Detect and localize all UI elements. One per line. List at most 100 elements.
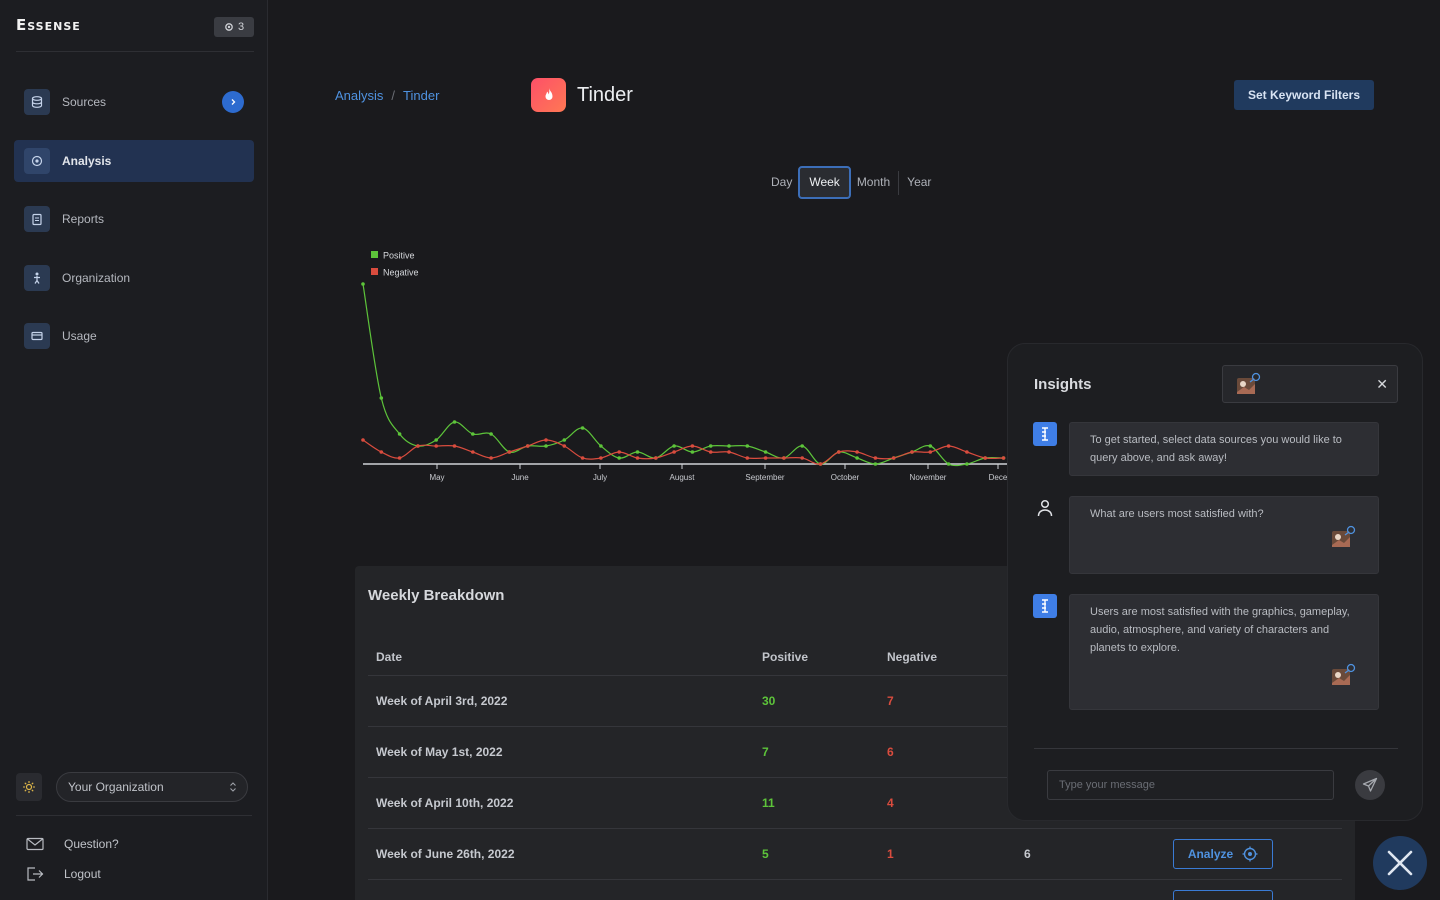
logout-icon (27, 867, 44, 881)
analyze-button[interactable]: Analyze (1173, 839, 1273, 869)
theme-toggle[interactable] (16, 773, 42, 801)
cell-negative: 1 (887, 847, 894, 861)
period-month[interactable]: Month (856, 175, 891, 189)
legend-swatch-positive (371, 251, 378, 258)
data-point-negative (416, 444, 420, 448)
period-toggle: Day Week Month Year (765, 166, 937, 199)
insights-source-selector[interactable]: ✕ (1222, 365, 1398, 403)
cell-negative: 6 (887, 745, 894, 759)
send-button[interactable] (1355, 770, 1385, 800)
cell-date: Week of April 3rd, 2022 (376, 694, 508, 708)
data-point-negative (983, 456, 987, 460)
data-point-negative (965, 450, 969, 454)
data-point-positive (434, 438, 438, 442)
breadcrumb-root[interactable]: Analysis (335, 88, 384, 103)
source-thumbnail-icon (1330, 525, 1356, 549)
breadcrumb-current[interactable]: Tinder (403, 88, 440, 103)
chat-message-bot: To get started, select data sources you … (1069, 422, 1379, 476)
target-icon (24, 148, 50, 174)
data-point-positive (397, 432, 402, 436)
logout-link[interactable]: Logout (26, 864, 101, 884)
sidebar: Essense 3 Sources Analysis Reports Organ… (0, 0, 268, 900)
table-row (368, 879, 1342, 900)
source-thumbnail-icon (1330, 663, 1356, 687)
data-point-positive (965, 462, 969, 466)
chat-message-user: What are users most satisfied with? (1069, 496, 1379, 574)
badge-count: 3 (237, 21, 245, 33)
data-point-negative (1001, 456, 1006, 460)
data-point-positive (617, 456, 621, 460)
data-point-negative (562, 444, 567, 448)
data-point-negative (672, 450, 676, 454)
set-keyword-filters-button[interactable]: Set Keyword Filters (1234, 80, 1374, 110)
sidebar-item-label: Usage (62, 329, 97, 343)
cell-negative: 4 (887, 796, 894, 810)
brand-logo[interactable]: Essense (16, 16, 81, 34)
cell-positive: 30 (762, 694, 776, 708)
close-insights-button[interactable] (1373, 836, 1427, 890)
user-avatar-icon (1033, 496, 1057, 520)
cell-date: Week of April 10th, 2022 (376, 796, 514, 810)
data-point-negative (745, 456, 750, 460)
data-point-negative (507, 450, 512, 454)
panel-title: Weekly Breakdown (368, 587, 505, 604)
period-day[interactable]: Day (771, 175, 793, 189)
period-year[interactable]: Year (907, 175, 932, 189)
sidebar-item-organization[interactable]: Organization (14, 257, 254, 299)
data-point-negative (471, 450, 475, 454)
data-point-positive (946, 462, 951, 466)
column-header-negative: Negative (887, 650, 938, 664)
data-point-negative (599, 456, 603, 460)
data-point-negative (873, 456, 878, 460)
data-point-positive (379, 396, 384, 400)
legend-swatch-negative (371, 268, 378, 275)
sidebar-item-usage[interactable]: Usage (14, 315, 254, 357)
sentiment-line-chart: May June July August September October Novembe… (361, 251, 1010, 482)
data-point-positive (672, 444, 676, 448)
essense-bot-avatar (1033, 422, 1057, 446)
x-tick-label: August (670, 473, 696, 482)
logo-row: Essense 3 (16, 14, 254, 52)
breadcrumb: Analysis / Tinder (335, 88, 439, 103)
data-point-negative (452, 444, 457, 448)
chevron-right-icon[interactable] (222, 91, 244, 113)
insights-title: Insights (1034, 376, 1092, 393)
page-title: Tinder (531, 78, 633, 112)
data-point-positive (873, 462, 878, 466)
data-point-positive (763, 450, 768, 454)
source-thumbnail-icon (1235, 372, 1261, 396)
sidebar-item-label: Analysis (62, 154, 112, 168)
person-icon (24, 265, 50, 291)
insights-panel: Insights ✕ To get started, select data s… (1007, 343, 1423, 821)
data-point-negative (727, 450, 731, 454)
table-row: Week of May 1st, 2022 7 6 (368, 726, 1342, 777)
sidebar-item-label: Reports (62, 212, 105, 226)
data-point-negative (489, 456, 493, 460)
analyze-button[interactable] (1173, 890, 1273, 900)
settings-badge[interactable]: 3 (214, 17, 254, 37)
sidebar-divider (16, 815, 252, 816)
cell-positive: 7 (762, 745, 769, 759)
close-icon[interactable]: ✕ (1376, 376, 1388, 392)
data-point-negative (434, 444, 438, 448)
data-point-negative (837, 450, 841, 454)
organization-select[interactable]: Your Organization (56, 772, 248, 802)
data-point-negative (763, 456, 768, 460)
x-tick-label: July (593, 473, 607, 482)
data-point-negative (361, 438, 365, 442)
message-text: What are users most satisfied with? (1090, 508, 1264, 520)
series-line-negative (362, 439, 1004, 465)
sun-icon (23, 781, 35, 793)
x-tick-label: September (745, 473, 784, 482)
sidebar-item-sources[interactable]: Sources (14, 81, 254, 123)
column-header-date: Date (376, 650, 403, 664)
sidebar-item-reports[interactable]: Reports (14, 198, 254, 240)
data-point-negative (397, 456, 402, 460)
data-point-negative (855, 450, 859, 454)
message-input[interactable]: Type your message (1047, 770, 1334, 800)
sidebar-item-analysis[interactable]: Analysis (14, 140, 254, 182)
period-week[interactable]: Week (798, 166, 851, 199)
question-link[interactable]: Question? (26, 834, 119, 854)
card-icon (24, 323, 50, 349)
cell-total: 6 (1024, 847, 1031, 861)
